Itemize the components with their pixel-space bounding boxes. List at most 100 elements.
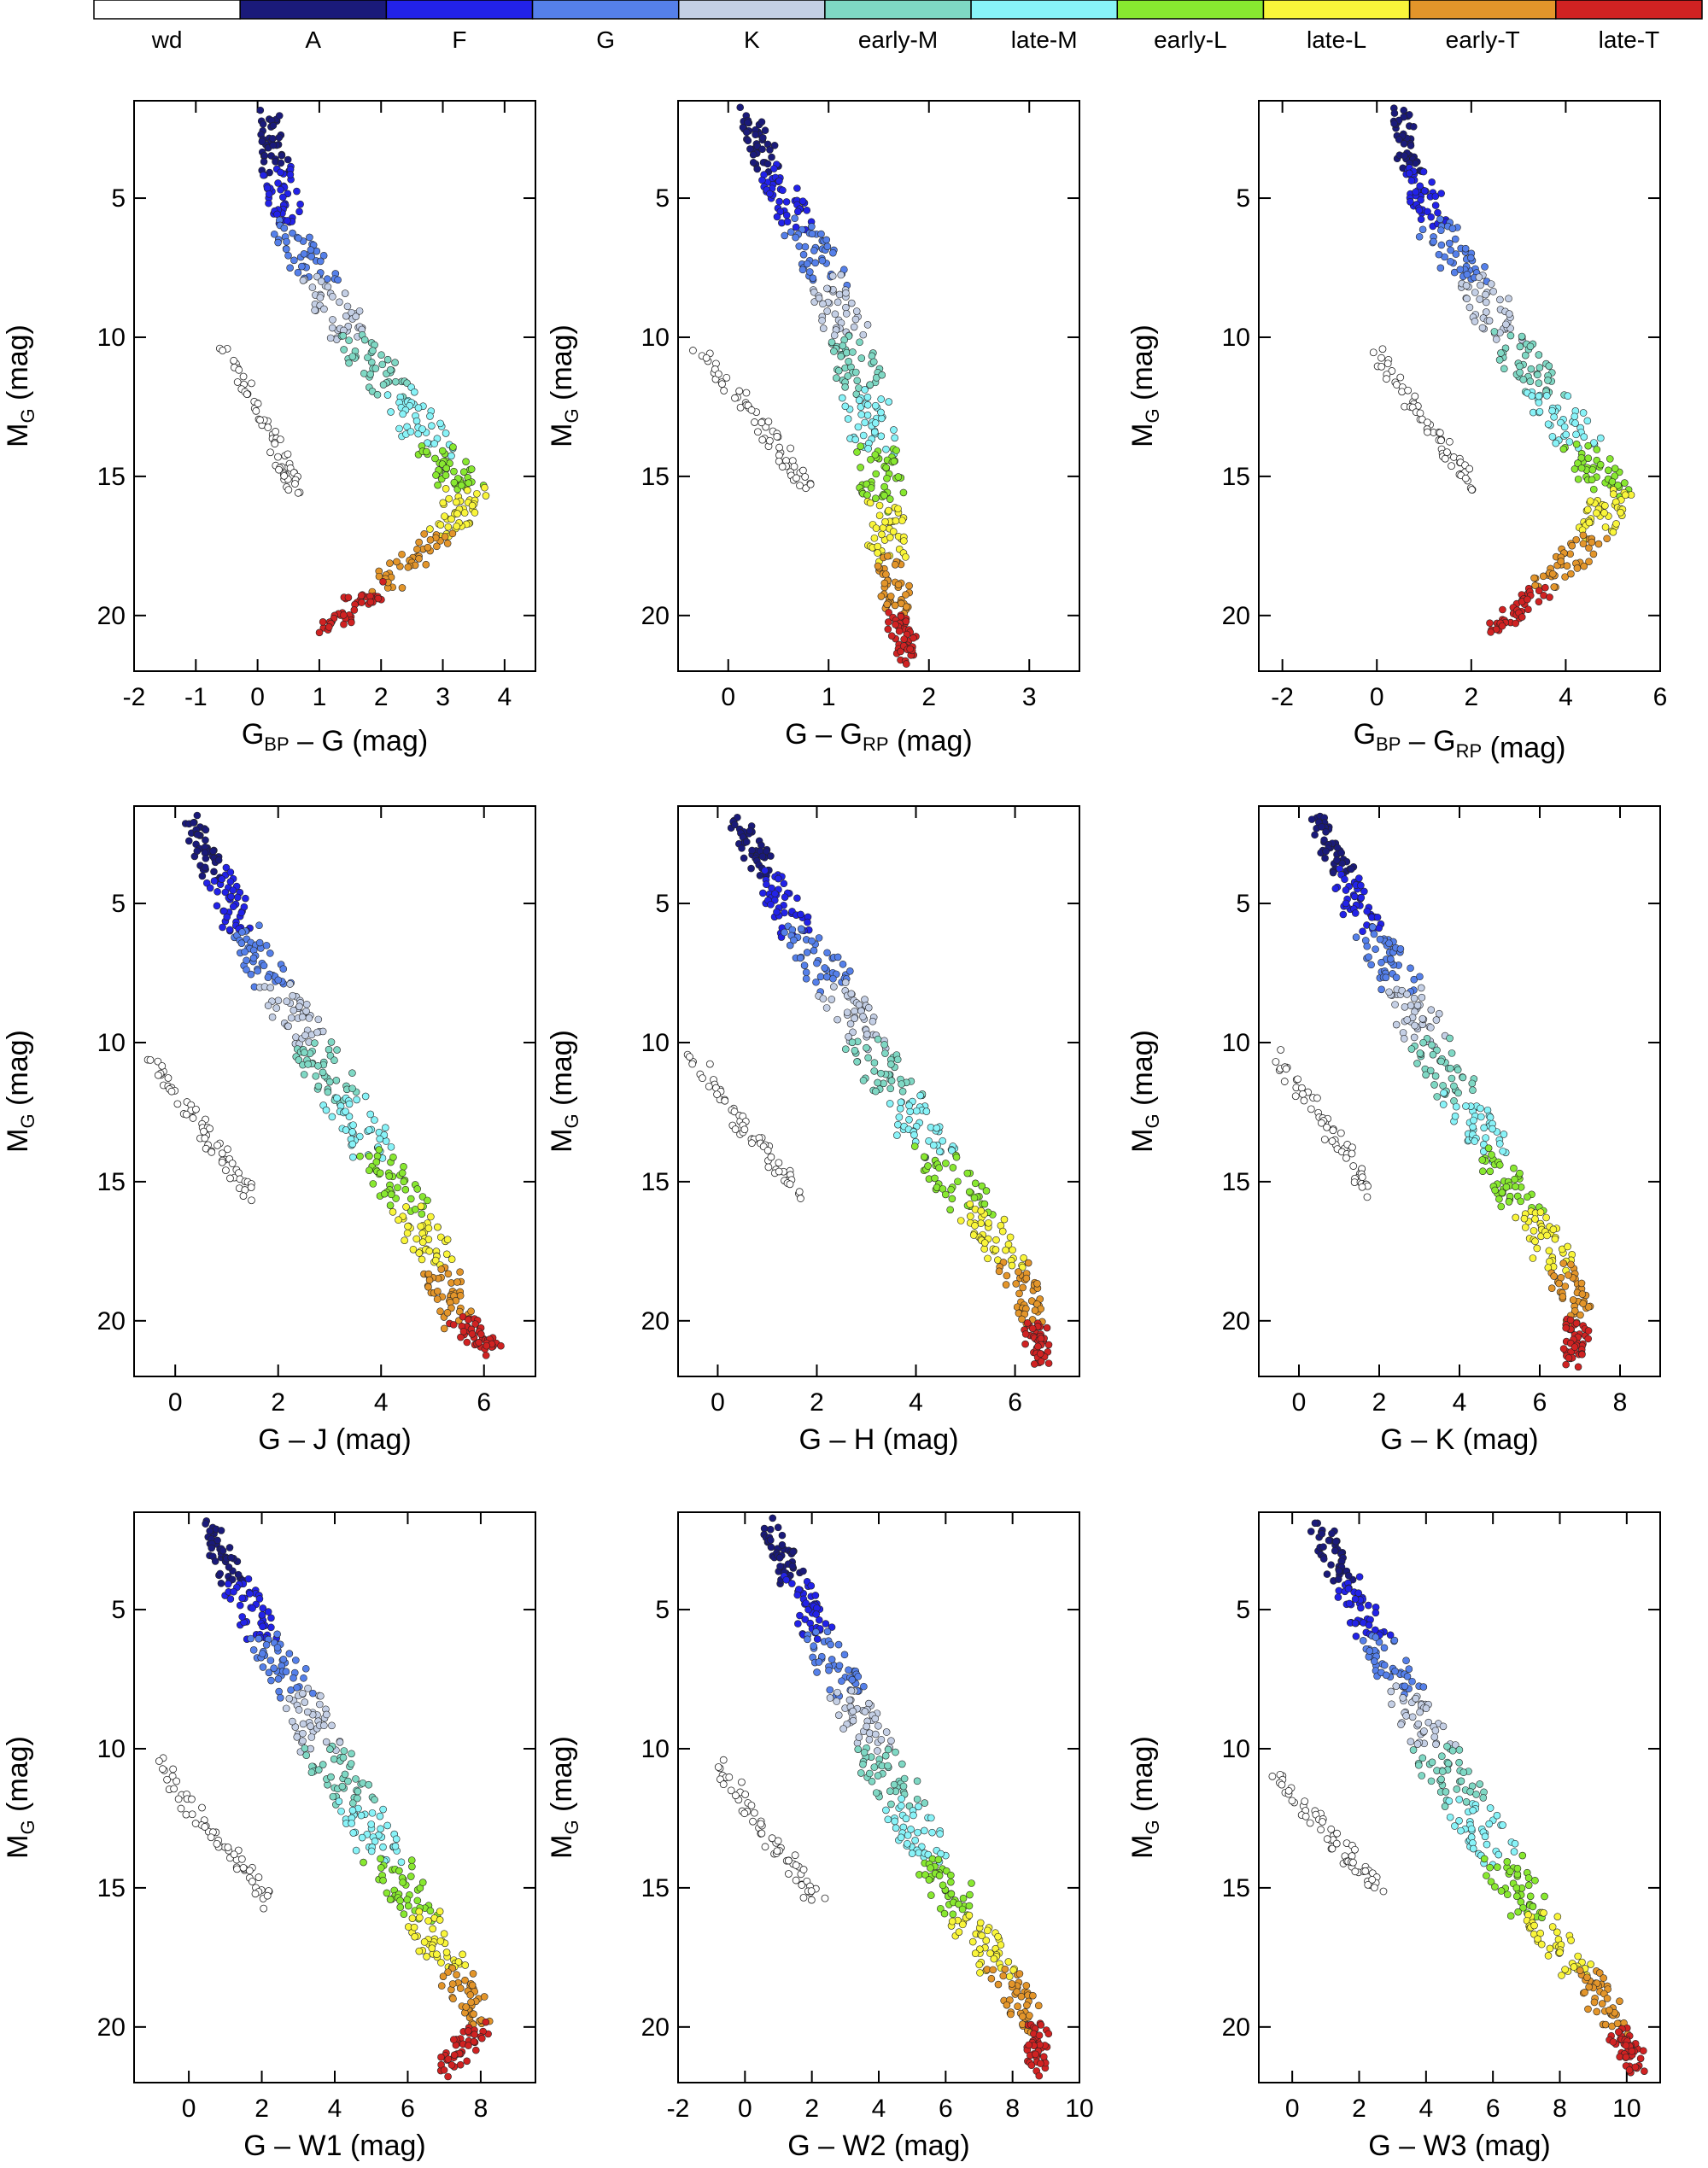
sequence-point bbox=[274, 996, 283, 1005]
wd-point bbox=[1268, 1772, 1277, 1780]
sequence-point bbox=[270, 1664, 278, 1672]
sequence-point bbox=[1385, 988, 1393, 996]
data-points bbox=[1268, 1519, 1648, 2077]
sequence-point bbox=[924, 1162, 932, 1170]
sequence-point bbox=[386, 1201, 395, 1209]
sequence-point bbox=[325, 623, 333, 631]
sequence-point bbox=[884, 625, 892, 634]
sequence-point bbox=[1344, 1571, 1353, 1580]
sequence-point bbox=[277, 168, 284, 177]
wd-point bbox=[1348, 1143, 1356, 1152]
wd-point bbox=[807, 1896, 816, 1904]
sequence-point bbox=[307, 246, 315, 254]
sequence-point bbox=[1606, 2006, 1613, 2014]
sequence-point bbox=[863, 1722, 871, 1731]
sequence-point bbox=[436, 1908, 444, 1915]
sequence-point bbox=[371, 365, 380, 372]
sequence-point bbox=[925, 1137, 933, 1145]
wd-point bbox=[1298, 1084, 1306, 1092]
sequence-point bbox=[1387, 955, 1395, 963]
sequence-point bbox=[1427, 1006, 1436, 1014]
sequence-point bbox=[217, 1527, 225, 1534]
sequence-point bbox=[863, 491, 871, 499]
sequence-point bbox=[373, 1152, 382, 1160]
sequence-point bbox=[813, 1635, 822, 1643]
sequence-point bbox=[891, 601, 899, 610]
sequence-point bbox=[853, 448, 861, 456]
sequence-point bbox=[1447, 257, 1454, 266]
sequence-point bbox=[1359, 927, 1366, 936]
wd-point bbox=[761, 1843, 769, 1851]
wd-point bbox=[173, 1100, 182, 1108]
wd-point bbox=[765, 436, 774, 445]
sequence-point bbox=[913, 1795, 921, 1803]
sequence-point bbox=[319, 1761, 327, 1768]
sequence-point bbox=[1478, 1167, 1487, 1176]
sequence-point bbox=[1375, 924, 1383, 932]
sequence-point bbox=[1334, 1575, 1342, 1583]
x-tick-label: 2 bbox=[921, 683, 936, 711]
sequence-point bbox=[861, 418, 869, 427]
sequence-point bbox=[428, 422, 436, 430]
sequence-point bbox=[478, 2034, 486, 2042]
sequence-point bbox=[980, 1200, 989, 1208]
sequence-point bbox=[480, 1993, 488, 2001]
sequence-point bbox=[1416, 973, 1424, 981]
sequence-point bbox=[877, 432, 886, 441]
sequence-point bbox=[813, 1668, 821, 1676]
plot-frame bbox=[1258, 1511, 1661, 2083]
wd-point bbox=[284, 486, 293, 494]
x-tick-label: 0 bbox=[182, 2095, 196, 2123]
sequence-point bbox=[383, 355, 392, 364]
x-tick-label: 8 bbox=[1005, 2095, 1020, 2123]
sequence-point bbox=[1455, 1796, 1464, 1803]
sequence-point bbox=[885, 618, 892, 626]
wd-point bbox=[1358, 1173, 1366, 1182]
sequence-point bbox=[456, 1268, 464, 1276]
sequence-point bbox=[367, 1820, 375, 1828]
sequence-point bbox=[890, 457, 898, 465]
sequence-point bbox=[1403, 1016, 1412, 1024]
sequence-point bbox=[410, 388, 418, 396]
sequence-point bbox=[366, 598, 375, 606]
sequence-point bbox=[760, 1524, 769, 1533]
y-tick-label: 15 bbox=[1222, 1874, 1250, 1902]
sequence-point bbox=[1035, 2031, 1044, 2040]
sequence-point bbox=[1402, 1712, 1410, 1720]
wd-point bbox=[798, 466, 807, 475]
sequence-point bbox=[1550, 413, 1558, 421]
sequence-point bbox=[767, 1543, 775, 1551]
wd-point bbox=[1368, 1875, 1377, 1884]
sequence-point bbox=[897, 1833, 905, 1842]
wd-point bbox=[774, 1837, 782, 1845]
sequence-point bbox=[773, 908, 781, 916]
sequence-point bbox=[193, 811, 202, 820]
sequence-point bbox=[441, 512, 448, 520]
sequence-point bbox=[927, 1891, 935, 1899]
y-tick-label: 10 bbox=[97, 1735, 126, 1763]
sequence-point bbox=[1584, 1327, 1593, 1335]
sequence-point bbox=[758, 176, 766, 184]
sequence-point bbox=[1418, 993, 1426, 1002]
sequence-point bbox=[436, 1233, 445, 1242]
wd-point bbox=[1378, 345, 1387, 354]
wd-point bbox=[167, 1087, 176, 1096]
sequence-point bbox=[976, 1919, 985, 1927]
sequence-point bbox=[194, 831, 202, 839]
sequence-point bbox=[748, 846, 756, 855]
sequence-point bbox=[383, 1889, 391, 1897]
sequence-point bbox=[377, 1825, 384, 1833]
sequence-point bbox=[819, 995, 828, 1002]
wd-point bbox=[727, 1786, 735, 1795]
sequence-point bbox=[371, 1838, 379, 1845]
sequence-point bbox=[184, 837, 193, 845]
sequence-point bbox=[1333, 856, 1341, 864]
sequence-point bbox=[1566, 550, 1574, 558]
y-tick-label: 15 bbox=[97, 463, 126, 491]
y-axis-label: MG (mag) bbox=[1126, 1030, 1163, 1153]
wd-point bbox=[198, 1803, 206, 1812]
sequence-point bbox=[411, 1932, 418, 1941]
sequence-point bbox=[853, 1058, 861, 1066]
sequence-point bbox=[395, 424, 403, 433]
